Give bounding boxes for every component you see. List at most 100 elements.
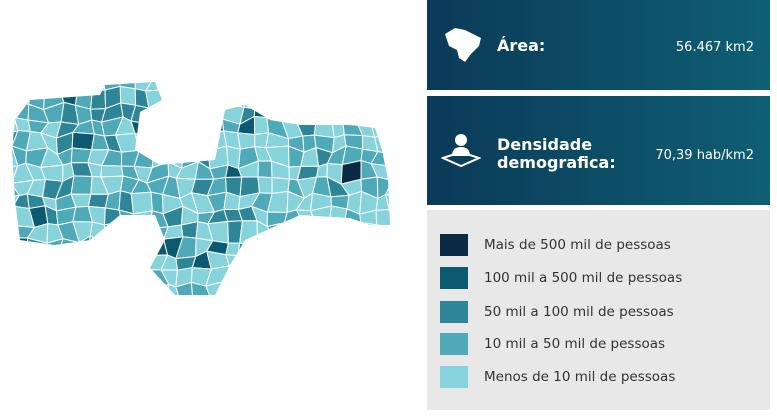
municipality	[325, 241, 342, 259]
municipality	[165, 89, 184, 109]
municipality	[130, 191, 153, 215]
municipality	[11, 299, 30, 315]
municipality	[393, 166, 408, 183]
density-panel: Densidade demografica: 70,39 hab/km2	[427, 96, 770, 205]
municipality	[100, 240, 126, 257]
municipality	[315, 239, 328, 259]
municipality	[75, 301, 91, 313]
municipality	[284, 87, 304, 107]
municipality	[147, 102, 170, 125]
municipality	[329, 283, 345, 295]
legend-item: Menos de 10 mil de pessoas	[440, 366, 675, 388]
municipality	[180, 85, 195, 109]
municipality	[74, 266, 92, 287]
municipality	[266, 251, 289, 274]
municipality	[325, 82, 347, 91]
municipality	[59, 281, 78, 295]
municipality	[340, 221, 362, 245]
legend-item: 50 mil a 100 mil de pessoas	[440, 301, 674, 323]
municipality	[325, 87, 347, 107]
municipality	[341, 281, 362, 295]
municipality	[12, 250, 18, 271]
municipality	[314, 283, 333, 295]
area-label: Área:	[497, 36, 546, 55]
municipality	[402, 166, 415, 183]
municipality	[190, 115, 210, 139]
municipality	[190, 281, 211, 295]
municipality	[205, 103, 228, 120]
municipality	[343, 82, 365, 96]
municipality	[16, 82, 32, 96]
municipality	[406, 238, 415, 257]
municipality	[130, 269, 151, 290]
municipality	[211, 92, 228, 109]
municipality	[44, 82, 60, 94]
municipality	[296, 103, 317, 123]
municipality	[90, 82, 106, 92]
municipality	[344, 298, 359, 320]
municipality	[180, 114, 193, 139]
municipality	[180, 221, 199, 239]
municipality	[101, 302, 118, 318]
density-label: Densidade demografica:	[497, 135, 616, 172]
municipality	[223, 82, 245, 95]
municipality	[391, 90, 402, 107]
municipality	[296, 235, 319, 258]
municipality	[370, 101, 390, 125]
municipality	[41, 282, 62, 295]
municipality	[387, 251, 390, 273]
municipality	[405, 212, 415, 225]
municipality	[387, 146, 390, 168]
municipality	[300, 280, 317, 295]
legend-label: 10 mil a 50 mil de pessoas	[484, 336, 666, 352]
municipality	[266, 235, 289, 261]
municipality	[250, 250, 273, 274]
municipality	[70, 175, 93, 195]
municipality	[12, 87, 32, 105]
municipality	[388, 209, 390, 228]
legend-item: 10 mil a 50 mil de pessoas	[440, 333, 665, 355]
municipality	[357, 297, 378, 319]
municipality	[301, 82, 319, 92]
municipality	[273, 87, 288, 107]
municipality	[42, 303, 60, 318]
legend-swatch	[440, 333, 468, 355]
municipality	[44, 270, 62, 289]
municipality	[370, 116, 390, 138]
municipality	[44, 255, 60, 274]
municipality	[295, 254, 319, 272]
municipality	[327, 205, 348, 231]
municipality	[29, 255, 51, 274]
municipality	[340, 87, 365, 108]
municipality	[12, 236, 14, 256]
municipality	[266, 104, 286, 119]
municipality	[257, 176, 273, 194]
municipality	[25, 82, 47, 94]
legend-swatch	[440, 301, 468, 323]
municipality	[100, 280, 120, 295]
area-value: 56.467 km2	[675, 40, 754, 55]
municipality	[226, 264, 240, 288]
municipality	[384, 179, 390, 199]
municipality	[296, 220, 318, 241]
municipality	[222, 87, 245, 108]
municipality	[210, 297, 229, 319]
legend-swatch	[440, 366, 468, 388]
municipality	[402, 252, 415, 269]
municipality	[147, 117, 168, 141]
municipality	[267, 270, 283, 289]
municipality	[236, 250, 255, 275]
municipality	[355, 82, 374, 95]
municipality	[118, 267, 134, 290]
municipality	[356, 221, 380, 245]
municipality	[179, 301, 199, 316]
legend-swatch	[440, 234, 468, 256]
municipality	[212, 82, 226, 95]
municipalities	[11, 82, 415, 320]
municipality	[388, 300, 409, 317]
municipality	[387, 131, 390, 155]
municipality	[223, 297, 243, 319]
municipality	[389, 82, 390, 92]
municipality	[325, 257, 347, 271]
municipality	[314, 268, 334, 290]
